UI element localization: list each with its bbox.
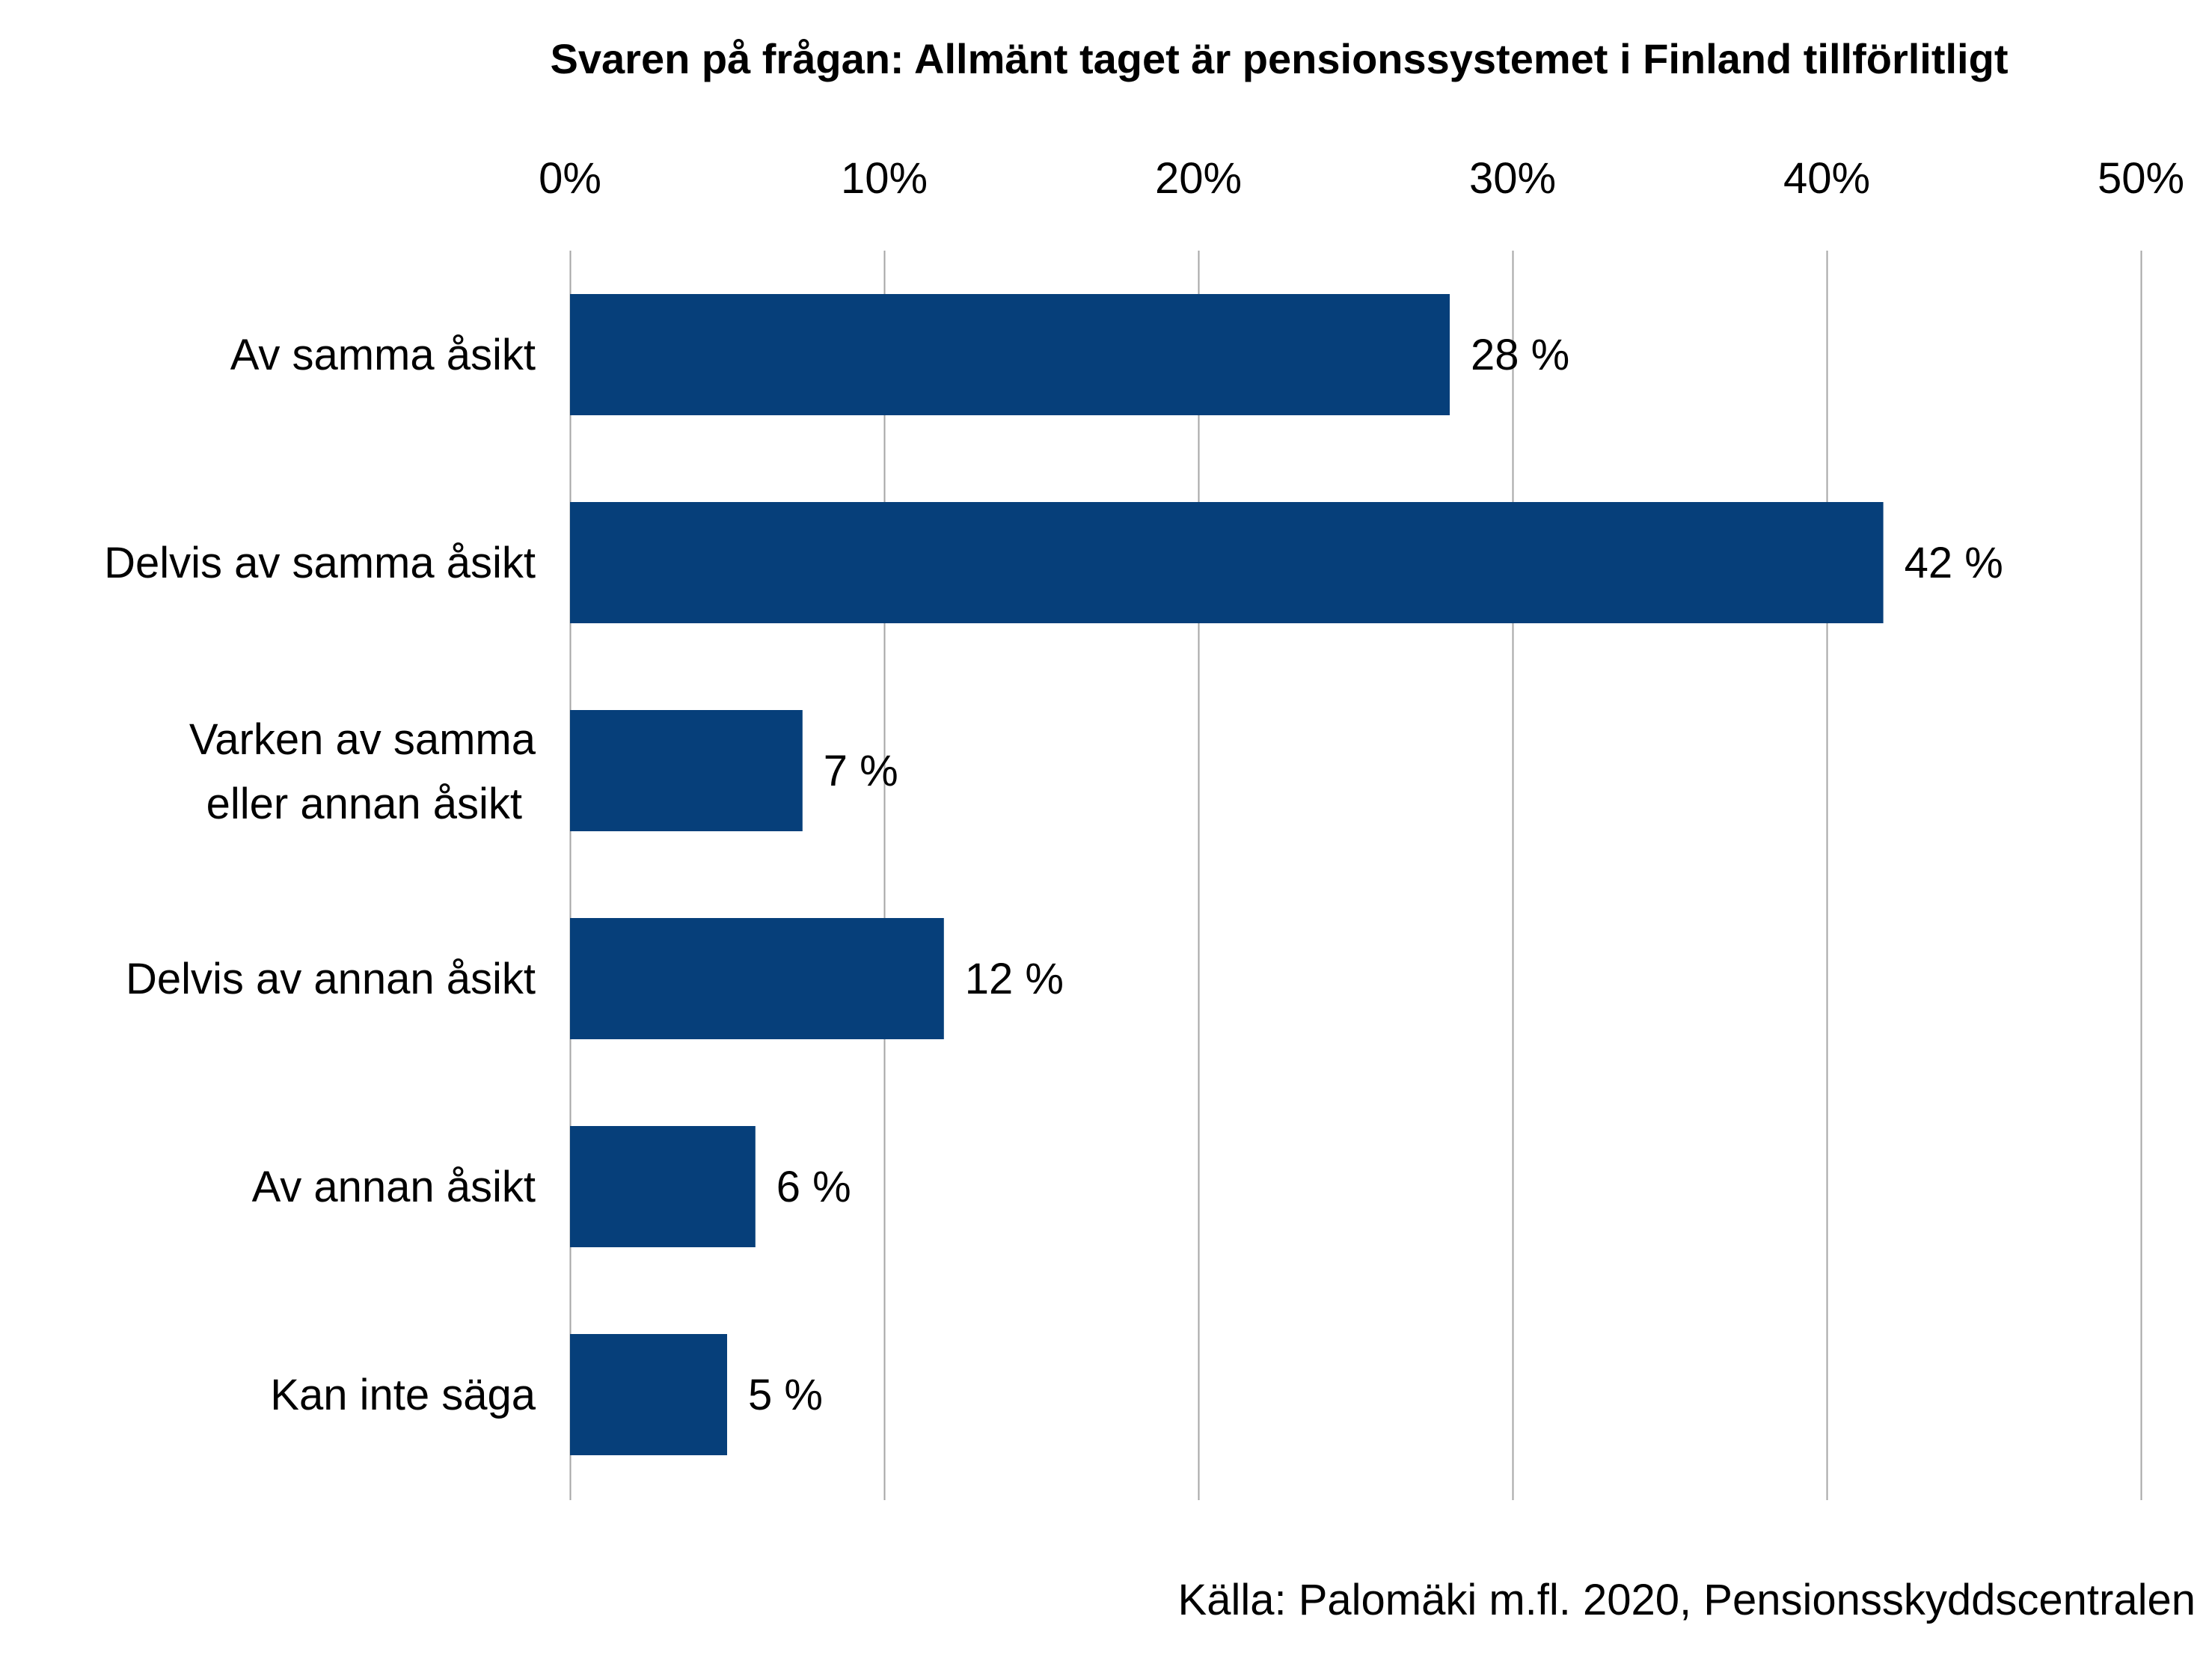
x-tick-label: 40%: [1783, 154, 1870, 203]
bar: [570, 710, 803, 831]
category-label: Delvis av annan åsikt: [126, 955, 536, 1003]
category-label: Varken av samma eller annan åsikt: [189, 715, 536, 828]
bars: [570, 294, 1884, 1455]
bar: [570, 918, 944, 1039]
bar: [570, 294, 1450, 415]
chart-title: Svaren på frågan: Allmänt taget är pensi…: [551, 35, 2009, 82]
bar: [570, 1334, 727, 1455]
x-tick-label: 30%: [1469, 154, 1556, 203]
category-label: Av annan åsikt: [252, 1163, 536, 1211]
category-label: Kan inte säga: [270, 1371, 536, 1419]
data-labels: 28 % 42 % 7 % 12 % 6 % 5 %: [748, 331, 2003, 1419]
source-note: Källa: Palomäki m.fl. 2020, Pensionsskyd…: [1178, 1576, 2196, 1624]
x-tick-label: 50%: [2098, 154, 2184, 203]
x-axis-tick-labels: 0% 10% 20% 30% 40% 50%: [539, 154, 2184, 203]
category-label: Av samma åsikt: [230, 331, 536, 379]
data-label: 42 %: [1905, 539, 2003, 587]
data-label: 6 %: [776, 1163, 851, 1211]
x-tick-label: 0%: [539, 154, 601, 203]
bar: [570, 502, 1884, 623]
x-tick-label: 10%: [841, 154, 928, 203]
category-labels: Av samma åsikt Delvis av samma åsikt Varke…: [104, 331, 536, 1419]
bar: [570, 1126, 756, 1247]
data-label: 28 %: [1471, 331, 1569, 379]
x-tick-label: 20%: [1155, 154, 1242, 203]
data-label: 7 %: [824, 747, 898, 795]
category-label: Delvis av samma åsikt: [104, 539, 536, 587]
gridlines: [569, 251, 2142, 1500]
data-label: 5 %: [748, 1371, 823, 1419]
data-label: 12 %: [965, 955, 1064, 1003]
